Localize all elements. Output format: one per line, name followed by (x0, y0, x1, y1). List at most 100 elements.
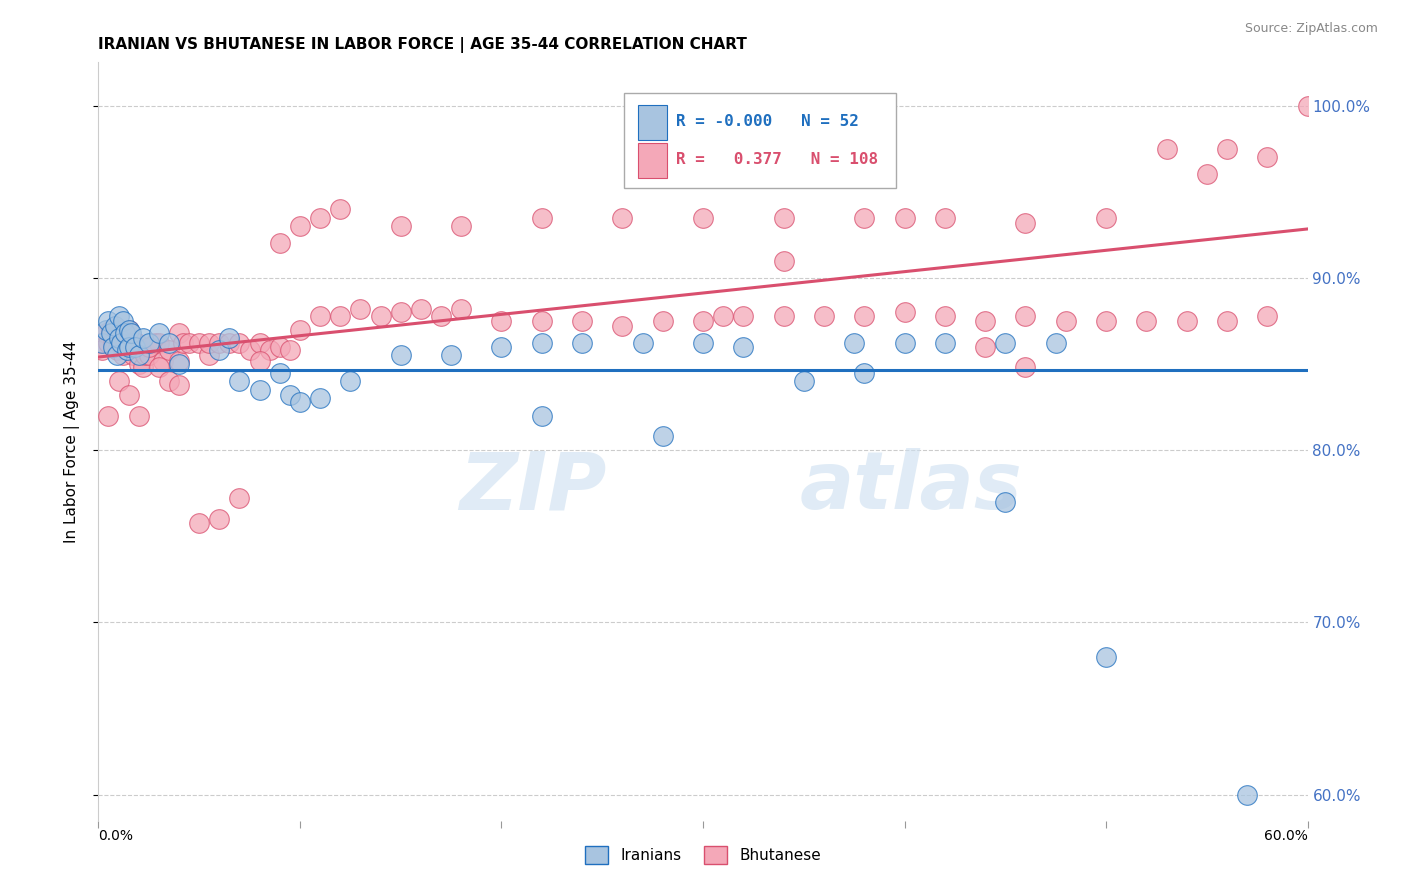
Point (118, 322, 141, 336)
Point (134, 348, 156, 362)
Point (179, 336, 201, 351)
Point (138, 336, 160, 351)
Point (259, 343, 281, 358)
Point (692, 336, 714, 351)
Point (120, 326, 142, 340)
Point (110, 336, 132, 351)
Point (101, 336, 124, 351)
Point (188, 336, 211, 351)
Text: R =   0.377   N = 108: R = 0.377 N = 108 (676, 152, 879, 167)
Point (228, 336, 250, 351)
FancyBboxPatch shape (624, 93, 897, 187)
Point (309, 392, 332, 406)
Point (844, 336, 866, 351)
Point (114, 326, 136, 340)
Point (278, 388, 301, 402)
Point (349, 301, 371, 316)
Point (1156, 142, 1178, 156)
Point (188, 516, 211, 530)
Point (101, 340, 124, 354)
Point (128, 409, 150, 423)
Point (91, 336, 114, 351)
Point (269, 340, 291, 354)
Point (249, 383, 271, 397)
Point (1236, 788, 1258, 802)
Point (198, 348, 221, 362)
Point (111, 348, 134, 362)
Text: R = -0.000   N = 52: R = -0.000 N = 52 (676, 114, 859, 129)
Point (107, 309, 129, 323)
Point (100, 322, 122, 336)
Point (249, 336, 271, 351)
Point (450, 301, 472, 316)
Point (772, 309, 794, 323)
Point (934, 336, 956, 351)
Point (167, 353, 190, 368)
Point (389, 348, 412, 362)
Point (167, 326, 190, 340)
Point (440, 348, 463, 362)
Point (157, 374, 180, 388)
Point (107, 336, 129, 351)
Point (430, 309, 453, 323)
Point (772, 211, 794, 225)
Point (651, 314, 673, 328)
Point (853, 309, 876, 323)
Point (138, 348, 160, 362)
Point (612, 211, 634, 225)
Point (172, 336, 194, 351)
Point (1216, 314, 1239, 328)
Point (107, 374, 129, 388)
Point (157, 336, 180, 351)
Point (733, 340, 755, 354)
Point (138, 340, 160, 354)
Text: atlas: atlas (800, 448, 1022, 526)
Point (132, 360, 155, 375)
Point (288, 322, 311, 336)
Point (143, 336, 166, 351)
Point (118, 322, 141, 336)
Point (571, 336, 593, 351)
Point (100, 326, 122, 340)
Point (530, 314, 553, 328)
Point (97, 336, 120, 351)
Point (105, 348, 128, 362)
Point (1296, 98, 1319, 112)
Point (152, 353, 174, 368)
Point (530, 211, 553, 225)
Point (103, 319, 125, 334)
Legend: Iranians, Bhutanese: Iranians, Bhutanese (579, 840, 827, 870)
Point (269, 366, 291, 380)
Point (228, 491, 250, 506)
Text: 0.0%: 0.0% (98, 830, 134, 843)
Point (105, 343, 128, 358)
Y-axis label: In Labor Force | Age 35-44: In Labor Force | Age 35-44 (65, 341, 80, 542)
Point (198, 336, 221, 351)
Point (118, 388, 141, 402)
Point (530, 336, 553, 351)
Point (288, 395, 311, 409)
Point (1216, 142, 1239, 156)
Point (813, 309, 835, 323)
Point (124, 340, 146, 354)
Point (934, 309, 956, 323)
Point (124, 340, 146, 354)
Point (733, 309, 755, 323)
Point (97, 409, 120, 423)
Point (692, 314, 714, 328)
FancyBboxPatch shape (638, 105, 666, 140)
Point (120, 336, 142, 351)
Point (651, 429, 673, 443)
Text: ZIP: ZIP (458, 448, 606, 526)
Point (1014, 309, 1036, 323)
Point (148, 326, 170, 340)
Point (893, 211, 915, 225)
Point (110, 322, 132, 336)
Point (329, 202, 352, 216)
Point (96, 322, 118, 336)
Point (1095, 211, 1118, 225)
Point (571, 314, 593, 328)
Point (114, 336, 136, 351)
Point (269, 236, 291, 251)
Point (370, 309, 392, 323)
